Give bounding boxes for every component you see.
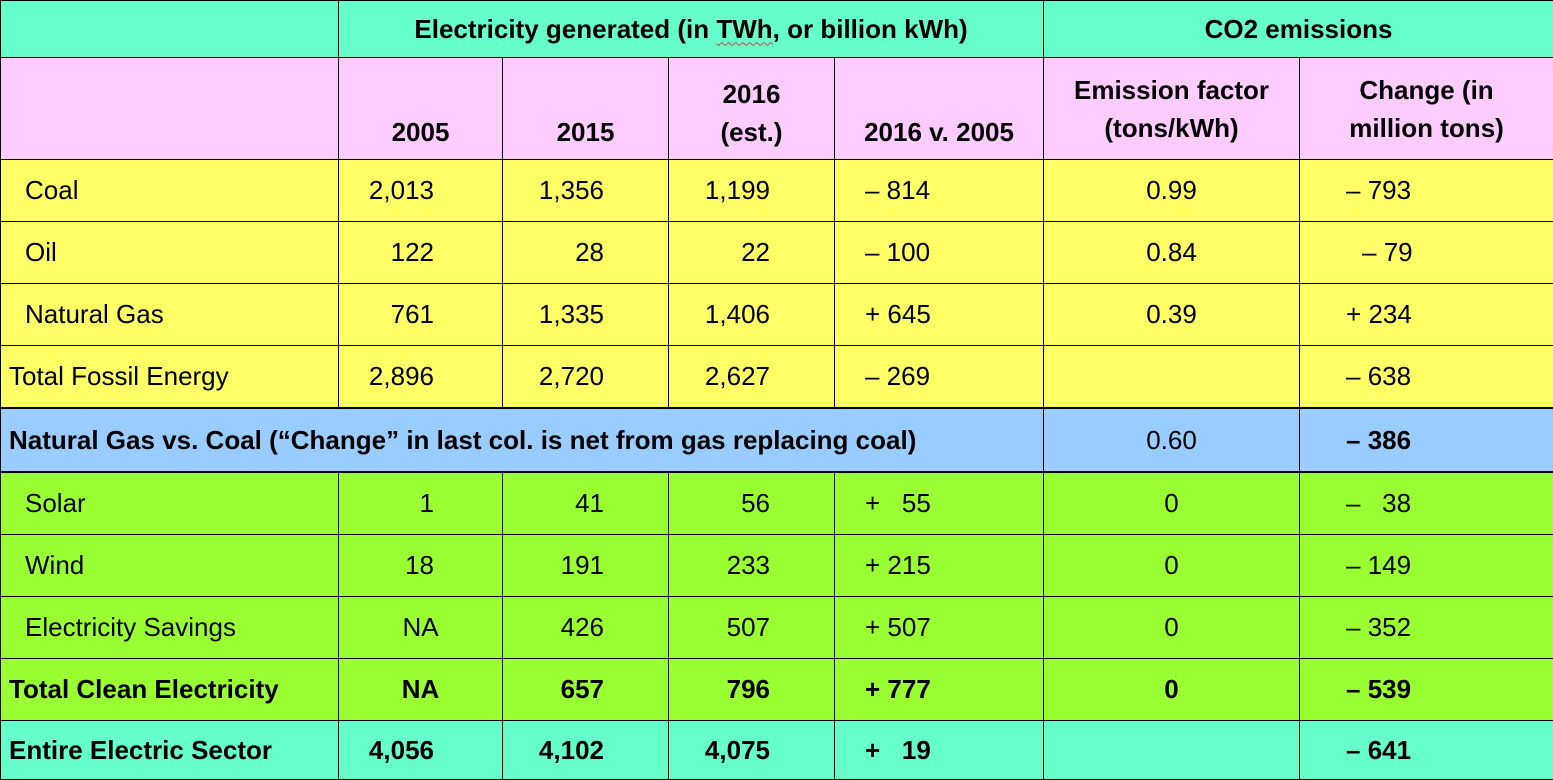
- table-row-gas-vs-coal: Natural Gas vs. Coal (“Change” in last c…: [1, 408, 1553, 472]
- cell-co2-change: – 352: [1300, 597, 1553, 659]
- cell-2005: 761: [339, 284, 503, 346]
- cell-change: + 215: [835, 535, 1044, 597]
- row-label: Solar: [1, 472, 339, 535]
- cell-2016: 4,075: [669, 721, 835, 780]
- cell-2015: 657: [503, 659, 669, 721]
- table-row-wind: Wind 18 191 233 + 215 0 – 149: [1, 535, 1553, 597]
- cell-change: – 814: [835, 160, 1044, 222]
- cell-co2-change: – 386: [1300, 408, 1553, 472]
- header-row-groups: Electricity generated (in TWh, or billio…: [1, 1, 1553, 58]
- cell-emission-factor: [1044, 721, 1300, 780]
- table-row-coal: Coal 2,013 1,356 1,199 – 814 0.99 – 793: [1, 160, 1553, 222]
- cell-change: + 507: [835, 597, 1044, 659]
- cell-change: + 777: [835, 659, 1044, 721]
- row-label: Total Fossil Energy: [1, 346, 339, 409]
- header-electricity-generated: Electricity generated (in TWh, or billio…: [339, 1, 1044, 58]
- row-label: Oil: [1, 222, 339, 284]
- row-label: Electricity Savings: [1, 597, 339, 659]
- cell-co2-change: – 79: [1300, 222, 1553, 284]
- header-emission-factor: Emission factor(tons/kWh): [1044, 58, 1300, 160]
- cell-2015: 191: [503, 535, 669, 597]
- cell-emission-factor: 0.60: [1044, 408, 1300, 472]
- header-corner-cell: [1, 1, 339, 58]
- cell-change: + 645: [835, 284, 1044, 346]
- header-2015: 2015: [503, 58, 669, 160]
- cell-2016: 796: [669, 659, 835, 721]
- cell-2005: NA: [339, 597, 503, 659]
- cell-co2-change: – 539: [1300, 659, 1553, 721]
- cell-2005: 18: [339, 535, 503, 597]
- cell-change: – 100: [835, 222, 1044, 284]
- header-2016-vs-2005: 2016 v. 2005: [835, 58, 1044, 160]
- cell-emission-factor: 0: [1044, 659, 1300, 721]
- cell-emission-factor: 0: [1044, 535, 1300, 597]
- header-label-cell: [1, 58, 339, 160]
- table-row-oil: Oil 122 28 22 – 100 0.84 – 79: [1, 222, 1553, 284]
- cell-2005: NA: [339, 659, 503, 721]
- cell-2005: 2,896: [339, 346, 503, 409]
- cell-emission-factor: 0: [1044, 597, 1300, 659]
- cell-emission-factor: [1044, 346, 1300, 409]
- cell-2015: 2,720: [503, 346, 669, 409]
- cell-2005: 122: [339, 222, 503, 284]
- cell-2016: 2,627: [669, 346, 835, 409]
- cell-change: – 269: [835, 346, 1044, 409]
- header-2016: 2016(est.): [669, 58, 835, 160]
- cell-2016: 233: [669, 535, 835, 597]
- row-label: Wind: [1, 535, 339, 597]
- row-label: Coal: [1, 160, 339, 222]
- cell-2005: 4,056: [339, 721, 503, 780]
- row-label: Entire Electric Sector: [1, 721, 339, 780]
- cell-2005: 2,013: [339, 160, 503, 222]
- cell-emission-factor: 0: [1044, 472, 1300, 535]
- table-row-entire-sector: Entire Electric Sector 4,056 4,102 4,075…: [1, 721, 1553, 780]
- cell-2015: 28: [503, 222, 669, 284]
- cell-co2-change: – 793: [1300, 160, 1553, 222]
- cell-co2-change: – 149: [1300, 535, 1553, 597]
- cell-change: + 55: [835, 472, 1044, 535]
- cell-co2-change: + 234: [1300, 284, 1553, 346]
- cell-2016: 22: [669, 222, 835, 284]
- spellcheck-underlined-word: TWh: [716, 14, 772, 44]
- cell-2016: 56: [669, 472, 835, 535]
- cell-2015: 1,356: [503, 160, 669, 222]
- cell-2016: 507: [669, 597, 835, 659]
- cell-emission-factor: 0.99: [1044, 160, 1300, 222]
- cell-co2-change: – 38: [1300, 472, 1553, 535]
- table-row-natural-gas: Natural Gas 761 1,335 1,406 + 645 0.39 +…: [1, 284, 1553, 346]
- cell-2005: 1: [339, 472, 503, 535]
- cell-2015: 41: [503, 472, 669, 535]
- cell-co2-change: – 638: [1300, 346, 1553, 409]
- header-row-columns: 2005 2015 2016(est.) 2016 v. 2005 Emissi…: [1, 58, 1553, 160]
- header-co2-emissions: CO2 emissions: [1044, 1, 1553, 58]
- table-row-solar: Solar 1 41 56 + 55 0 – 38: [1, 472, 1553, 535]
- cell-change: + 19: [835, 721, 1044, 780]
- row-label: Natural Gas: [1, 284, 339, 346]
- table-row-electricity-savings: Electricity Savings NA 426 507 + 507 0 –…: [1, 597, 1553, 659]
- cell-emission-factor: 0.84: [1044, 222, 1300, 284]
- header-2005: 2005: [339, 58, 503, 160]
- table-row-total-fossil: Total Fossil Energy 2,896 2,720 2,627 – …: [1, 346, 1553, 409]
- cell-2015: 426: [503, 597, 669, 659]
- cell-2016: 1,199: [669, 160, 835, 222]
- cell-co2-change: – 641: [1300, 721, 1553, 780]
- cell-2016: 1,406: [669, 284, 835, 346]
- cell-2015: 4,102: [503, 721, 669, 780]
- row-label: Natural Gas vs. Coal (“Change” in last c…: [1, 408, 1044, 472]
- cell-emission-factor: 0.39: [1044, 284, 1300, 346]
- cell-2015: 1,335: [503, 284, 669, 346]
- row-label: Total Clean Electricity: [1, 659, 339, 721]
- table-row-total-clean: Total Clean Electricity NA 657 796 + 777…: [1, 659, 1553, 721]
